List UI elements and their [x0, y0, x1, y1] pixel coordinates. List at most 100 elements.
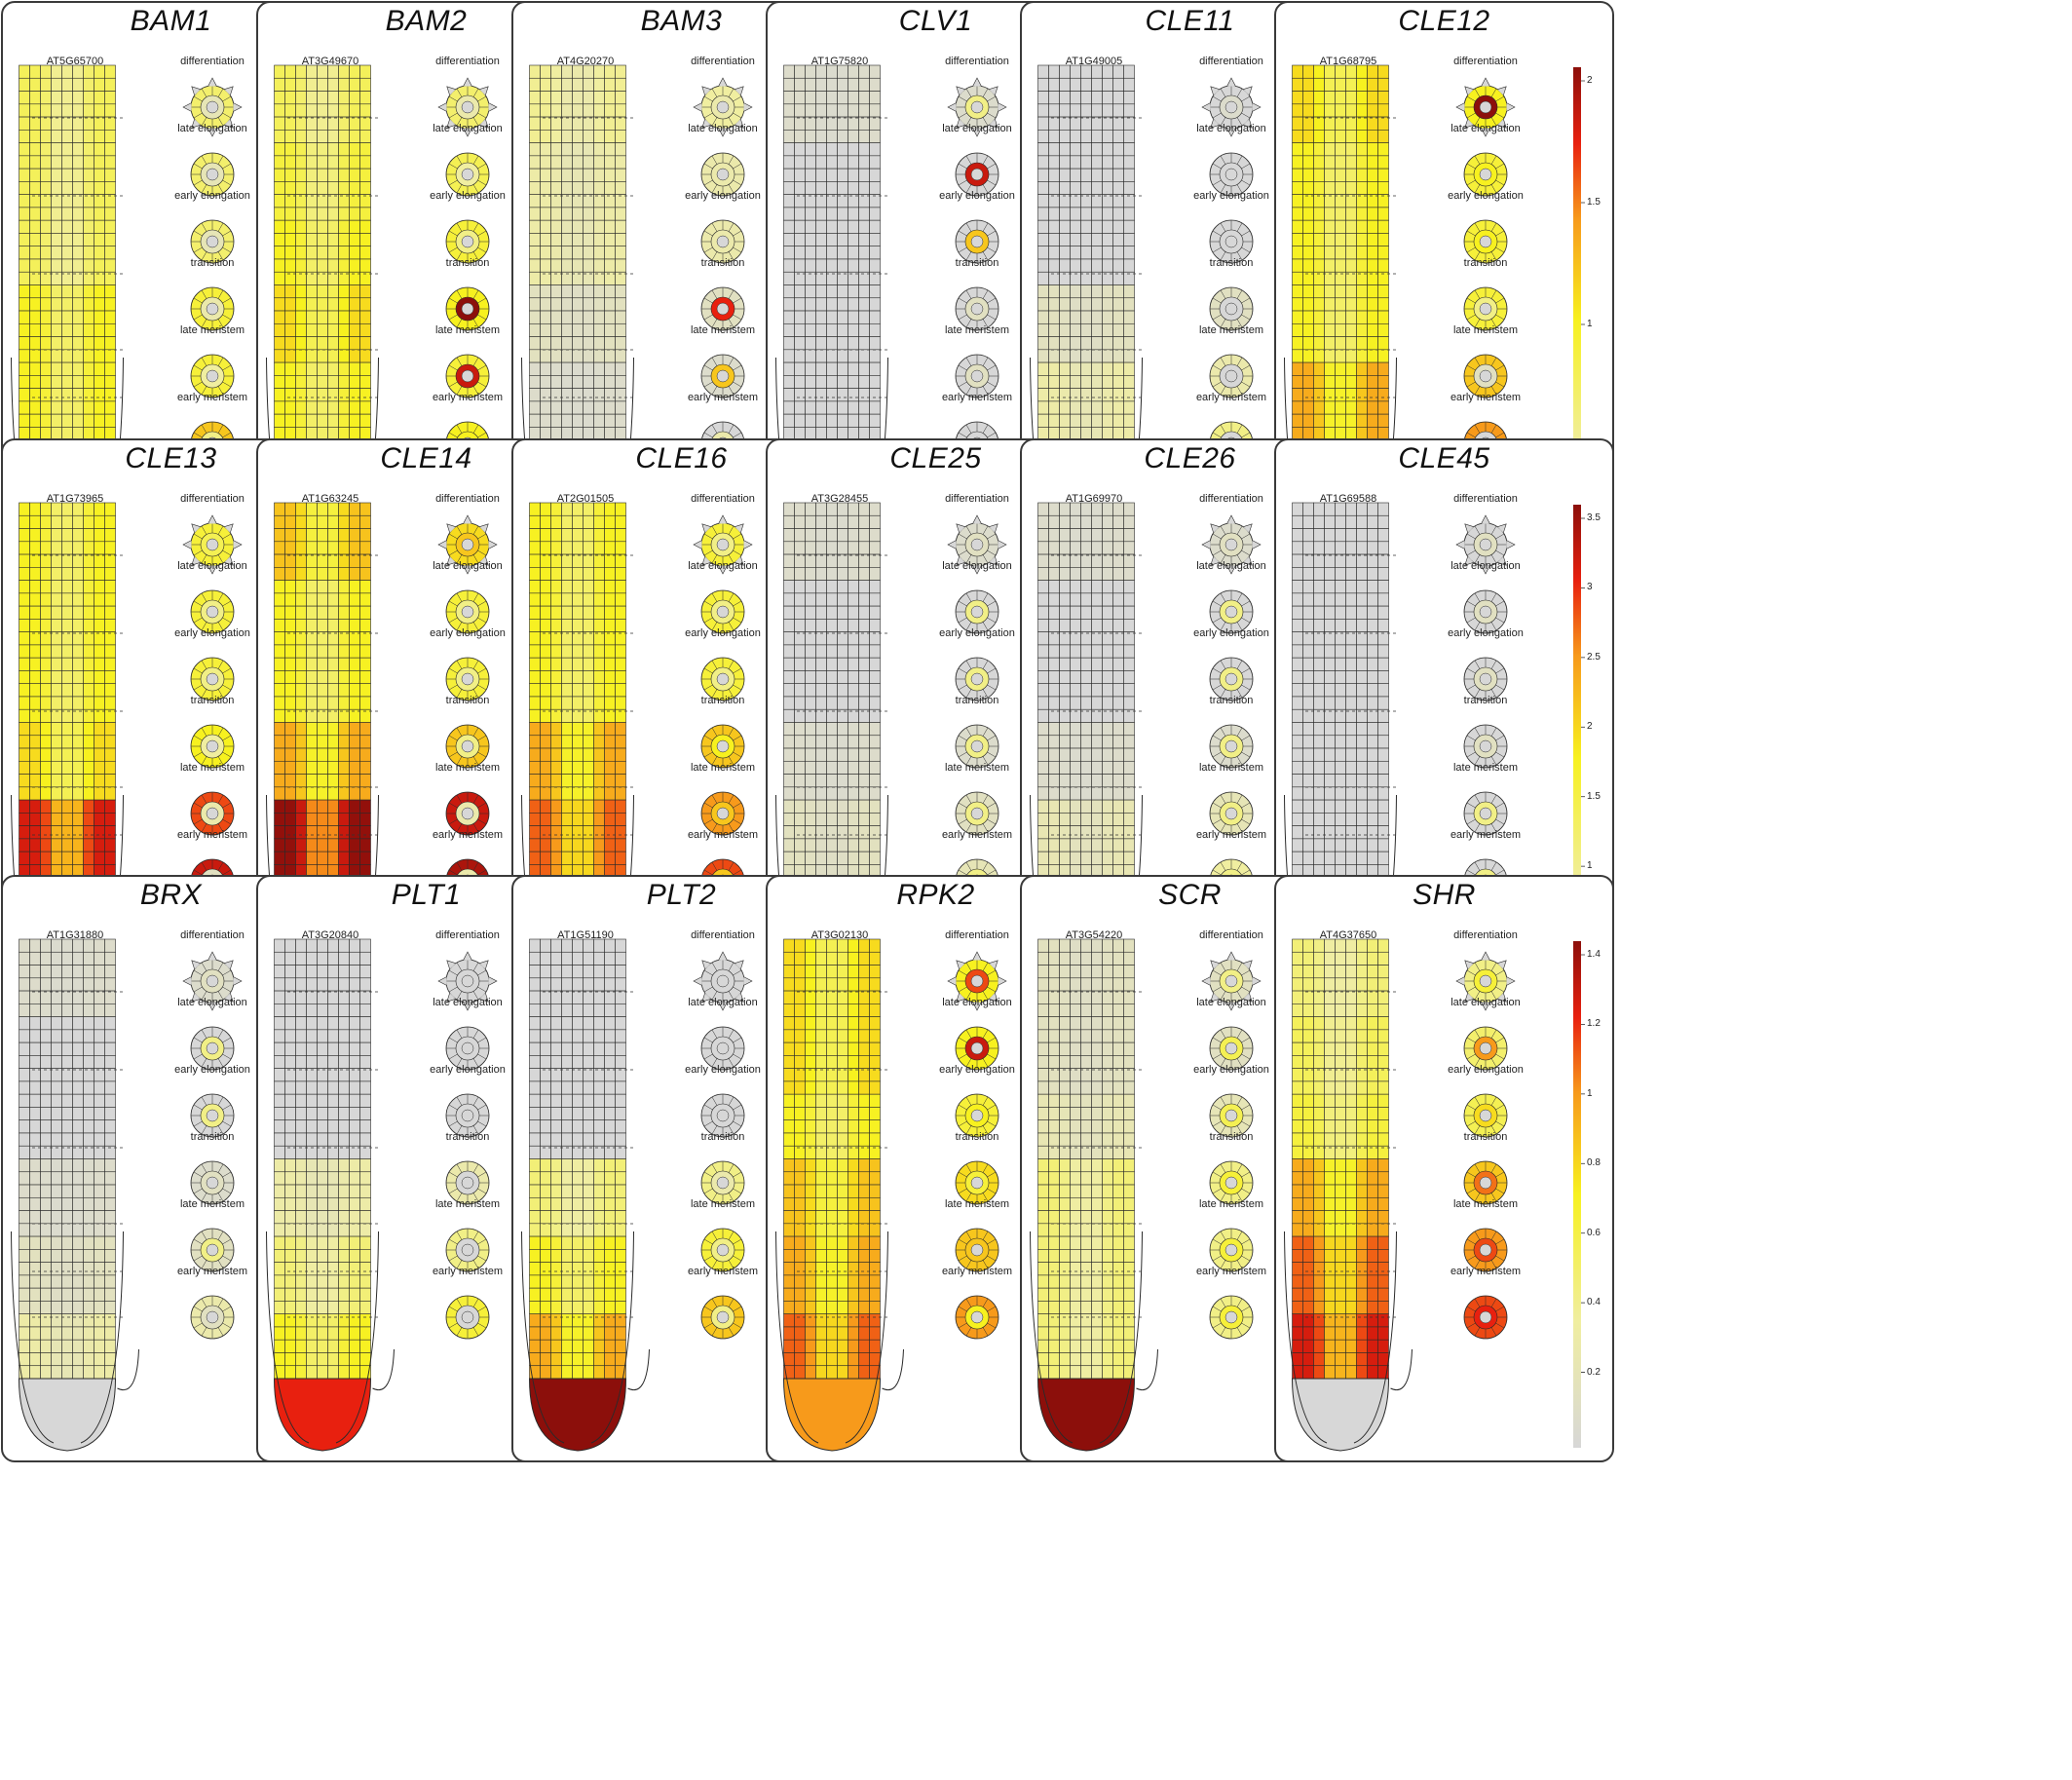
stage-label: early elongation [939, 1064, 1015, 1076]
stage-label: differentiation [1453, 493, 1518, 505]
stage-label: differentiation [1199, 493, 1263, 505]
cross-sections [693, 77, 753, 466]
stage-label: early meristem [176, 392, 248, 403]
stage-label: late elongation [688, 997, 758, 1008]
stage-label: late elongation [1450, 997, 1521, 1008]
scale-tick-label: 1.4 [1587, 949, 1601, 960]
stage-label: transition [1209, 1131, 1254, 1143]
stage-label: early elongation [1193, 190, 1269, 202]
agi-code: AT1G51190 [557, 929, 614, 941]
stage-label: differentiation [180, 929, 245, 941]
gene-name: BAM1 [130, 5, 212, 37]
stage-label: early meristem [1195, 392, 1267, 403]
gene-name: CLE45 [1398, 442, 1490, 474]
scale-tick-label: 2.5 [1587, 651, 1601, 663]
gene-name: CLV1 [898, 5, 973, 37]
stage-label: late meristem [179, 324, 245, 336]
scale-tick-label: 1.5 [1587, 197, 1601, 208]
root-diagram [521, 938, 822, 1452]
stage-label: transition [445, 695, 490, 706]
stage-label: late meristem [434, 1198, 501, 1210]
stage-label: early elongation [174, 190, 250, 202]
stage-label: early elongation [685, 190, 761, 202]
root-diagram [266, 938, 567, 1452]
agi-code: AT3G49670 [301, 56, 359, 67]
stage-label: late meristem [1198, 1198, 1264, 1210]
stage-label: early elongation [1448, 1064, 1524, 1076]
stage-label: late meristem [944, 762, 1010, 774]
agi-code: AT2G01505 [556, 493, 615, 505]
stage-label: transition [1209, 257, 1254, 269]
stage-label: late meristem [944, 324, 1010, 336]
stage-label: transition [1463, 695, 1508, 706]
stage-label: early meristem [1195, 829, 1267, 841]
stage-label: early meristem [1195, 1266, 1267, 1277]
stage-label: early elongation [685, 1064, 761, 1076]
scale-tick-label: 1.2 [1587, 1018, 1601, 1030]
colour-scale [1573, 941, 1585, 1448]
agi-code: AT1G31880 [46, 929, 104, 941]
scale-tick-label: 1 [1587, 319, 1593, 329]
cross-sections [437, 77, 498, 466]
stage-label: transition [700, 1131, 745, 1143]
cross-sections [182, 514, 243, 903]
stage-label: early meristem [941, 1266, 1013, 1277]
stage-label: differentiation [945, 929, 1009, 941]
gene-name: CLE25 [889, 442, 982, 474]
stage-label: late elongation [942, 123, 1012, 134]
stage-label: early elongation [685, 627, 761, 639]
stage-label: late elongation [1196, 997, 1266, 1008]
stage-label: transition [955, 1131, 999, 1143]
cross-sections [1201, 951, 1262, 1340]
cross-sections [182, 951, 243, 1340]
cross-sections [693, 514, 753, 903]
longitudinal-root [1030, 502, 1158, 1015]
stage-label: transition [190, 695, 235, 706]
stage-label: differentiation [435, 929, 500, 941]
root-diagram [1030, 502, 1331, 1015]
scale-tick-label: 2 [1587, 721, 1593, 733]
stage-label: early meristem [1450, 1266, 1522, 1277]
gene-name: SCR [1158, 879, 1222, 911]
longitudinal-root [1284, 502, 1413, 1015]
scale-tick-label: 1.5 [1587, 790, 1601, 802]
stage-label: differentiation [691, 929, 755, 941]
agi-code: AT1G75820 [810, 56, 869, 67]
agi-code: AT3G02130 [810, 929, 869, 941]
scale-tick-label: 0.4 [1587, 1297, 1601, 1308]
stage-label: transition [955, 695, 999, 706]
gene-name: CLE26 [1144, 442, 1236, 474]
stage-label: late elongation [688, 560, 758, 572]
gene-name: BRX [139, 879, 203, 911]
stage-label: transition [445, 1131, 490, 1143]
stage-label: late elongation [433, 123, 503, 134]
stage-label: late elongation [688, 123, 758, 134]
cross-sections [437, 514, 498, 903]
gene-name: CLE11 [1145, 5, 1235, 37]
scale-tick-label: 2 [1587, 75, 1593, 86]
stage-label: late elongation [433, 997, 503, 1008]
stage-label: transition [190, 257, 235, 269]
stage-label: late meristem [1198, 762, 1264, 774]
agi-code: AT5G65700 [46, 56, 104, 67]
stage-label: differentiation [435, 493, 500, 505]
stage-label: late meristem [179, 762, 245, 774]
longitudinal-root [1284, 938, 1413, 1452]
longitudinal-root [11, 938, 139, 1452]
cross-sections [182, 77, 243, 466]
stage-label: early elongation [174, 627, 250, 639]
gene-name: SHR [1413, 879, 1476, 911]
colour-bar [1573, 67, 1581, 574]
agi-code: AT1G69588 [1319, 493, 1377, 505]
root-diagram [1284, 938, 1585, 1452]
stage-label: early meristem [432, 392, 504, 403]
scale-tick-label: 0.6 [1587, 1227, 1601, 1238]
stage-label: late meristem [1198, 324, 1264, 336]
scale-tick-label: 3.5 [1587, 512, 1601, 523]
agi-code: AT1G49005 [1065, 56, 1123, 67]
agi-code: AT1G68795 [1319, 56, 1377, 67]
stage-label: late meristem [1452, 324, 1519, 336]
stage-label: early meristem [176, 1266, 248, 1277]
agi-code: AT1G63245 [301, 493, 359, 505]
stage-label: transition [700, 695, 745, 706]
